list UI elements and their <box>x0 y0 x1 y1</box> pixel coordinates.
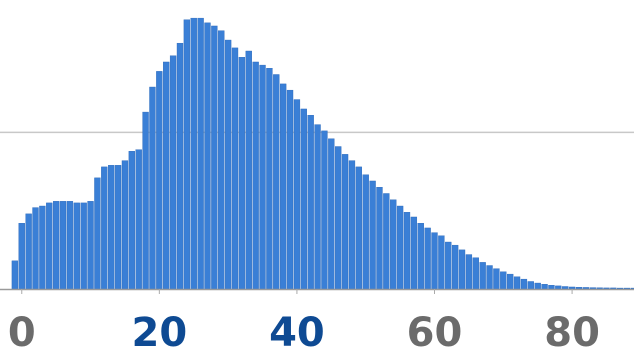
histogram-bar <box>500 271 507 290</box>
x-tick-labels: 0 20 40 60 80 <box>8 310 600 353</box>
histogram-bar <box>52 201 60 290</box>
histogram-bar <box>300 108 307 290</box>
histogram-bar <box>417 223 424 290</box>
histogram-bar <box>135 149 142 290</box>
histogram-bar <box>108 165 115 290</box>
histogram-bar <box>341 154 349 290</box>
histogram-bar <box>114 165 122 290</box>
histogram-bar <box>431 232 438 290</box>
histogram-bar <box>46 202 53 290</box>
histogram-bar <box>224 39 232 290</box>
histogram-bar <box>183 19 191 290</box>
histogram-bar <box>156 71 163 290</box>
histogram-bar <box>238 57 246 290</box>
histogram-bar <box>128 151 135 290</box>
histogram-bar <box>348 160 356 290</box>
histogram-bar <box>335 146 342 290</box>
histogram-bar <box>548 285 555 290</box>
histogram-bar <box>211 25 218 290</box>
histogram-bar <box>307 115 314 290</box>
histogram-bar <box>101 166 108 290</box>
histogram-bar <box>32 207 39 290</box>
histogram-bar <box>87 201 94 290</box>
histogram-bar <box>534 282 541 290</box>
histogram-bar <box>451 244 459 290</box>
histogram-bar <box>259 64 266 290</box>
histogram-bar <box>520 278 528 290</box>
histogram-bar <box>424 227 431 290</box>
histogram-bar <box>575 287 583 290</box>
histogram-bar <box>438 235 445 290</box>
histogram-bar <box>39 205 46 290</box>
histogram-bar <box>293 99 301 290</box>
histogram-bar <box>18 223 25 290</box>
histogram-bar <box>493 268 500 290</box>
bars <box>11 17 634 290</box>
histogram-bar <box>527 281 534 290</box>
histogram-bar <box>630 287 634 290</box>
histogram-bar <box>59 201 67 290</box>
histogram-bar <box>458 249 466 290</box>
histogram-bar <box>190 17 197 290</box>
x-tick-label: 0 <box>8 310 36 353</box>
histogram-bar <box>121 160 129 290</box>
histogram-bar <box>328 138 335 290</box>
histogram-bar <box>149 86 156 290</box>
histogram-bar <box>252 61 259 290</box>
histogram-bar <box>513 276 521 290</box>
histogram-bar <box>204 22 211 290</box>
histogram-bar <box>280 83 287 290</box>
histogram-bar <box>314 124 321 290</box>
histogram-bar <box>80 202 87 290</box>
histogram-bar <box>369 180 376 290</box>
histogram-bar <box>445 241 452 290</box>
histogram-bar <box>197 17 204 290</box>
histogram-bar <box>218 30 225 290</box>
histogram-bar <box>403 212 411 290</box>
histogram-bar <box>472 257 479 290</box>
histogram-bar <box>376 187 383 290</box>
histogram-bar <box>273 74 280 290</box>
x-axis <box>0 288 634 294</box>
histogram-bar <box>362 174 369 290</box>
histogram-bar <box>355 166 362 290</box>
histogram-bar <box>169 55 177 290</box>
histogram-bar <box>266 68 273 290</box>
histogram-bar <box>383 193 390 290</box>
histogram-bar <box>142 111 149 290</box>
histogram-bar <box>410 216 418 290</box>
histogram-bar <box>286 89 294 290</box>
histogram-bar <box>541 284 548 290</box>
histogram-bar <box>66 201 74 290</box>
x-tick-label: 20 <box>132 310 188 353</box>
histogram-bar <box>562 286 569 290</box>
histogram-bar <box>486 265 493 290</box>
histogram-bar <box>11 260 19 290</box>
histogram-bar <box>163 61 170 290</box>
x-tick-label: 80 <box>544 310 600 353</box>
histogram-bar <box>465 254 473 290</box>
histogram-bar <box>73 202 80 290</box>
histogram-bar <box>176 42 184 290</box>
histogram-bar <box>479 262 486 290</box>
histogram-bar <box>390 199 397 290</box>
histogram-bar <box>245 50 252 290</box>
histogram-bar <box>507 273 514 290</box>
histogram-bar <box>94 177 101 290</box>
histogram-bar <box>396 205 404 290</box>
x-tick-label: 60 <box>407 310 463 353</box>
histogram-bar <box>568 286 576 290</box>
histogram-bar <box>25 213 32 290</box>
histogram-bar <box>321 130 328 290</box>
histogram-bar <box>555 285 562 290</box>
x-tick-label: 40 <box>269 310 325 353</box>
histogram-bar <box>231 47 239 290</box>
